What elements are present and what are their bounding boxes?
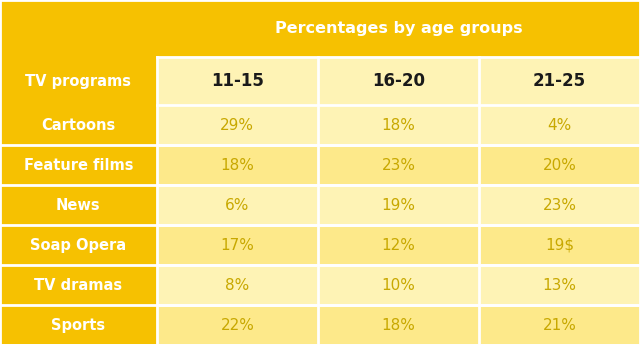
Bar — [479, 145, 640, 185]
Text: 22%: 22% — [220, 317, 254, 333]
Bar — [318, 185, 479, 225]
Text: 18%: 18% — [220, 158, 254, 172]
Text: 8%: 8% — [225, 278, 250, 293]
Text: 18%: 18% — [381, 317, 415, 333]
Bar — [479, 265, 640, 305]
Bar — [157, 185, 318, 225]
Bar — [157, 57, 318, 105]
Text: TV programs: TV programs — [26, 73, 131, 89]
Text: 11-15: 11-15 — [211, 72, 264, 90]
Text: 19%: 19% — [381, 198, 415, 213]
Text: 19$: 19$ — [545, 238, 574, 253]
Bar — [318, 225, 479, 265]
Bar — [0, 185, 157, 225]
Bar — [157, 145, 318, 185]
Bar — [0, 265, 157, 305]
Bar — [318, 57, 479, 105]
Text: 21%: 21% — [543, 317, 577, 333]
Bar — [0, 105, 157, 145]
Bar — [479, 185, 640, 225]
Text: 23%: 23% — [543, 198, 577, 213]
Bar — [479, 305, 640, 345]
Bar — [157, 225, 318, 265]
Text: News: News — [56, 198, 100, 213]
Text: Sports: Sports — [51, 317, 106, 333]
Text: Feature films: Feature films — [24, 158, 133, 172]
Bar — [0, 225, 157, 265]
Text: TV dramas: TV dramas — [35, 278, 122, 293]
Text: 4%: 4% — [547, 118, 572, 133]
Text: 23%: 23% — [381, 158, 415, 172]
Bar — [318, 105, 479, 145]
Text: Percentages by age groups: Percentages by age groups — [275, 21, 522, 36]
Text: 13%: 13% — [543, 278, 577, 293]
Bar — [0, 0, 157, 105]
Text: 20%: 20% — [543, 158, 577, 172]
Bar — [318, 305, 479, 345]
Text: 18%: 18% — [381, 118, 415, 133]
Bar — [0, 305, 157, 345]
Text: 17%: 17% — [220, 238, 254, 253]
Text: Cartoons: Cartoons — [41, 118, 116, 133]
Text: Soap Opera: Soap Opera — [30, 238, 127, 253]
Bar — [479, 57, 640, 105]
Text: 6%: 6% — [225, 198, 250, 213]
Bar — [318, 265, 479, 305]
Bar — [479, 105, 640, 145]
Bar — [318, 145, 479, 185]
Bar — [0, 145, 157, 185]
Text: 12%: 12% — [381, 238, 415, 253]
Text: 16-20: 16-20 — [372, 72, 425, 90]
Bar — [157, 305, 318, 345]
Bar — [157, 0, 640, 57]
Text: 10%: 10% — [381, 278, 415, 293]
Text: 29%: 29% — [220, 118, 254, 133]
Bar — [157, 105, 318, 145]
Bar — [157, 265, 318, 305]
Text: 21-25: 21-25 — [533, 72, 586, 90]
Bar — [479, 225, 640, 265]
